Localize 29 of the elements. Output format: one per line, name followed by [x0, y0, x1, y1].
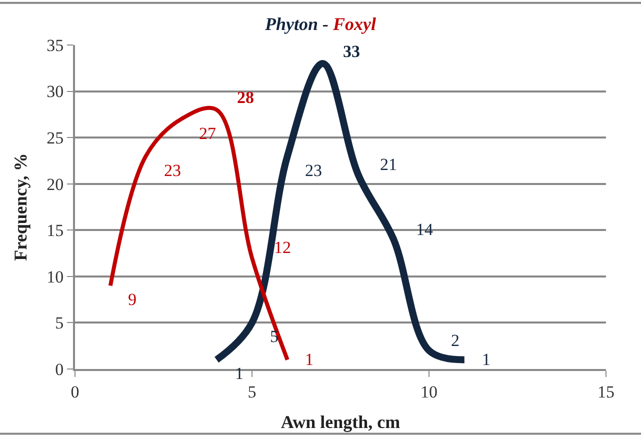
y-tick-label: 20	[46, 174, 64, 194]
y-tick-label: 15	[46, 221, 64, 240]
x-tick-label: 0	[70, 382, 80, 402]
x-tick-label: 5	[248, 382, 256, 402]
chart-title: Phyton - Foxyl	[264, 14, 376, 34]
x-tick-label: 15	[598, 382, 614, 402]
y-tick-label: 5	[55, 314, 64, 333]
data-label: 1	[235, 364, 244, 383]
x-axis-title: Awn length, cm	[280, 412, 400, 432]
y-axis-title: Frequency, %	[10, 153, 30, 261]
data-label: 12	[274, 238, 291, 257]
y-tick-label: 35	[46, 36, 64, 55]
y-tick-label: 25	[46, 128, 64, 148]
y-tick-label: 30	[46, 82, 64, 102]
data-label: 28	[237, 88, 254, 107]
data-label: 23	[164, 161, 181, 180]
x-tick-label: 10	[420, 382, 438, 402]
data-label: 27	[199, 124, 216, 143]
data-label: 33	[343, 42, 360, 61]
data-label: 9	[128, 290, 136, 309]
data-label: 14	[416, 220, 434, 239]
data-label: 23	[305, 161, 322, 180]
y-tick-label: 0	[55, 360, 64, 379]
data-label: 1	[482, 350, 490, 369]
data-label: 5	[270, 327, 278, 346]
data-label: 1	[305, 350, 314, 369]
y-tick-label: 10	[46, 267, 64, 286]
data-label: 21	[380, 155, 397, 174]
data-label: 2	[451, 331, 460, 350]
